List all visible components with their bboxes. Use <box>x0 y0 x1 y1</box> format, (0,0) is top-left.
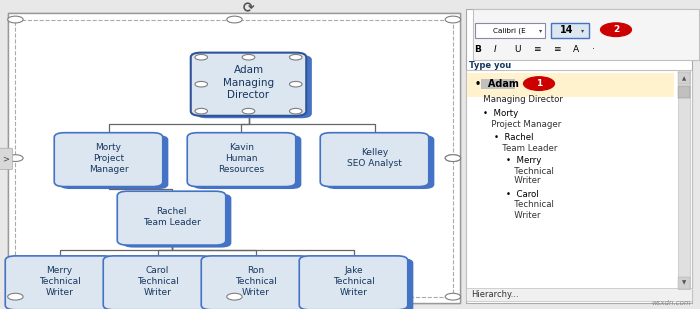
Text: 2: 2 <box>613 25 619 34</box>
FancyBboxPatch shape <box>678 73 690 84</box>
FancyBboxPatch shape <box>193 135 302 189</box>
Text: ▾: ▾ <box>581 28 584 33</box>
FancyBboxPatch shape <box>473 9 699 60</box>
FancyBboxPatch shape <box>481 79 514 89</box>
Text: Team Leader: Team Leader <box>494 144 557 153</box>
Circle shape <box>445 16 461 23</box>
Text: ▲: ▲ <box>682 76 686 81</box>
Text: Project Manager: Project Manager <box>483 120 561 129</box>
Text: wsxdn.com: wsxdn.com <box>651 300 691 306</box>
Text: Calibri (E: Calibri (E <box>494 27 526 34</box>
Circle shape <box>195 54 207 60</box>
Text: ⟳: ⟳ <box>243 2 254 16</box>
Text: Morty
Project
Manager: Morty Project Manager <box>89 142 128 174</box>
Circle shape <box>242 108 255 114</box>
FancyBboxPatch shape <box>123 194 231 248</box>
FancyBboxPatch shape <box>117 191 225 245</box>
FancyBboxPatch shape <box>321 133 428 187</box>
FancyBboxPatch shape <box>475 23 545 38</box>
FancyBboxPatch shape <box>466 9 692 303</box>
FancyBboxPatch shape <box>11 258 119 309</box>
Circle shape <box>290 54 302 60</box>
FancyBboxPatch shape <box>187 133 295 187</box>
Circle shape <box>601 23 631 36</box>
FancyBboxPatch shape <box>60 135 168 189</box>
Circle shape <box>227 293 242 300</box>
Circle shape <box>195 108 207 114</box>
Text: •  Merry: • Merry <box>506 156 542 165</box>
Circle shape <box>524 77 554 90</box>
Text: A: A <box>573 45 579 54</box>
Text: Ron
Technical
Writer: Ron Technical Writer <box>234 266 276 297</box>
Text: U: U <box>514 45 520 54</box>
Text: Hierarchy...: Hierarchy... <box>471 290 519 299</box>
Circle shape <box>445 155 461 162</box>
FancyBboxPatch shape <box>190 53 307 116</box>
Text: >: > <box>2 154 9 163</box>
FancyBboxPatch shape <box>678 86 690 98</box>
Circle shape <box>227 16 242 23</box>
Text: Adam
Managing
Director: Adam Managing Director <box>223 65 274 100</box>
Text: B: B <box>475 45 482 54</box>
Text: •  Morty: • Morty <box>483 109 518 118</box>
Text: Writer: Writer <box>506 176 540 185</box>
FancyBboxPatch shape <box>0 148 13 170</box>
Circle shape <box>242 54 255 60</box>
Circle shape <box>290 82 302 87</box>
FancyBboxPatch shape <box>104 256 211 309</box>
Text: Carol
Technical
Writer: Carol Technical Writer <box>136 266 178 297</box>
Text: 14: 14 <box>559 25 573 35</box>
Text: ▾: ▾ <box>539 28 542 33</box>
Text: I: I <box>494 45 497 54</box>
Text: Merry
Technical
Writer: Merry Technical Writer <box>38 266 80 297</box>
FancyBboxPatch shape <box>326 135 434 189</box>
Text: Writer: Writer <box>506 210 540 220</box>
FancyBboxPatch shape <box>467 74 674 96</box>
FancyBboxPatch shape <box>305 258 413 309</box>
Circle shape <box>8 293 23 300</box>
FancyBboxPatch shape <box>55 133 162 187</box>
FancyBboxPatch shape <box>8 13 460 303</box>
Text: Technical: Technical <box>506 167 554 176</box>
FancyBboxPatch shape <box>202 256 309 309</box>
Text: Kelley
SEO Analyst: Kelley SEO Analyst <box>347 148 402 168</box>
Text: •  Rachel: • Rachel <box>494 133 533 142</box>
Text: •  Carol: • Carol <box>506 190 539 199</box>
Circle shape <box>445 155 461 162</box>
FancyBboxPatch shape <box>678 70 690 289</box>
Text: Type you: Type you <box>469 61 511 70</box>
Circle shape <box>195 82 207 87</box>
FancyBboxPatch shape <box>300 256 407 309</box>
Text: ≡: ≡ <box>553 45 561 54</box>
FancyBboxPatch shape <box>678 277 690 289</box>
FancyBboxPatch shape <box>207 258 315 309</box>
Text: 1: 1 <box>536 79 542 88</box>
Text: ▼: ▼ <box>682 281 686 286</box>
Text: Managing Director: Managing Director <box>475 95 563 104</box>
FancyBboxPatch shape <box>109 258 217 309</box>
FancyBboxPatch shape <box>466 288 692 301</box>
Text: Jake
Technical
Writer: Jake Technical Writer <box>332 266 375 297</box>
FancyBboxPatch shape <box>196 55 312 118</box>
FancyBboxPatch shape <box>6 256 113 309</box>
Text: ≡: ≡ <box>533 45 541 54</box>
Circle shape <box>8 155 23 162</box>
FancyBboxPatch shape <box>551 23 589 38</box>
FancyBboxPatch shape <box>466 70 692 289</box>
Text: Technical: Technical <box>506 201 554 210</box>
Text: •  Adam: • Adam <box>475 78 519 89</box>
Circle shape <box>445 293 461 300</box>
Circle shape <box>8 16 23 23</box>
Text: Kavin
Human
Resources: Kavin Human Resources <box>218 142 265 174</box>
Text: ·: · <box>592 45 595 54</box>
Circle shape <box>290 108 302 114</box>
Text: Rachel
Team Leader: Rachel Team Leader <box>143 206 200 227</box>
